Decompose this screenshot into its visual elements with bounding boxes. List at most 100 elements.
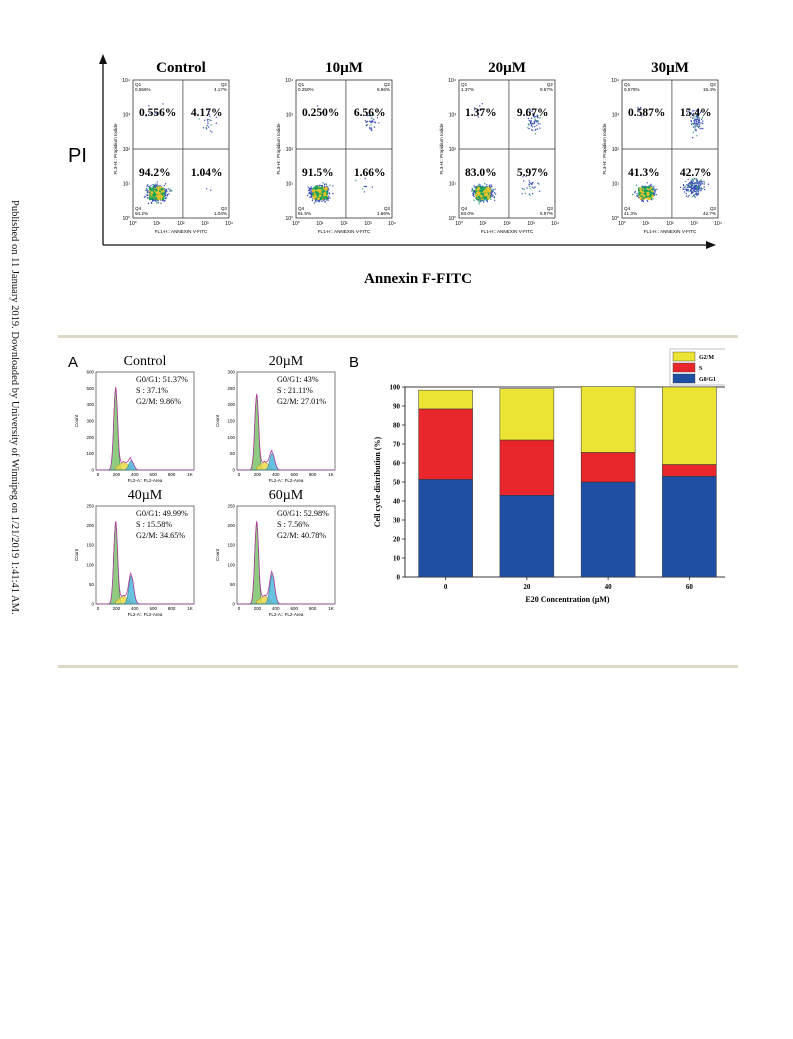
histogram-x-tick: 0 [97, 472, 100, 477]
flow-event-dot [693, 187, 695, 189]
histogram-x-tick: 1K [328, 472, 334, 477]
flow-event-dot [477, 199, 479, 201]
flow-event-dot [206, 119, 209, 121]
quad-name-q3: Q3 [384, 206, 391, 211]
flow-x-axis-title: FL1-H:: ANNEXIN V-FITC [644, 229, 697, 234]
flow-event-dot [531, 126, 534, 128]
flow-event-dot [206, 188, 208, 190]
flow-event-dot [699, 122, 701, 124]
histogram-y-tick: 0 [232, 468, 235, 473]
flow-event-dot [528, 183, 530, 185]
flow-event-dot [699, 111, 702, 114]
flow-event-dot [474, 193, 478, 197]
bar-segment-g2m [580, 386, 636, 453]
flow-event-dot [690, 123, 693, 126]
flow-event-dot [689, 186, 691, 189]
flow-event-dot [689, 182, 691, 185]
flow-event-dot [145, 189, 147, 192]
quad-value-q4: 83.0% [465, 167, 497, 179]
flow-event-dot [641, 185, 643, 187]
flow-event-dot [695, 188, 698, 190]
flow-event-dot [148, 105, 150, 107]
bar-segment-g0g1 [418, 479, 473, 578]
flow-event-dot [533, 121, 535, 123]
bar-y-tick-label: 100 [390, 384, 401, 392]
histogram-title: 60µM [269, 488, 304, 503]
flow-event-dot [155, 112, 158, 115]
flow-event-dot [651, 194, 654, 198]
flow-event-dot [702, 180, 704, 183]
histogram-title: 40µM [128, 488, 163, 503]
histogram-x-axis-title: FL2-A:: FL2-Area [269, 478, 304, 483]
quad-name-q4: Q4 [135, 206, 142, 211]
histogram-y-tick: 500 [86, 386, 94, 391]
quad-name-q1: Q1 [461, 82, 468, 87]
flow-y-tick: 10⁴ [611, 78, 619, 84]
flow-event-dot [530, 122, 532, 125]
flow-event-dot [527, 127, 529, 129]
histogram-title: 20µM [269, 354, 304, 369]
flow-event-dot [697, 119, 700, 121]
flow-x-axis-title: FL1-H:: ANNEXIN V-FITC [481, 229, 534, 234]
flow-event-dot [480, 192, 483, 195]
flow-event-dot [696, 125, 698, 127]
flow-event-dot [694, 190, 696, 193]
quad-small-q1: 0.556% [135, 87, 151, 92]
quad-small-q3: 1.04% [214, 211, 227, 216]
flow-event-dot [494, 188, 496, 190]
flow-event-dot [308, 188, 311, 190]
apoptosis-figure: PI Annexin F-FITC ControlQ10.556%Q24.17%… [68, 54, 722, 287]
flow-event-dot [162, 103, 164, 105]
flow-event-dot [149, 112, 151, 115]
flow-event-dot [371, 114, 373, 117]
flow-event-dot [695, 120, 697, 122]
flow-event-dot [479, 108, 481, 111]
flow-event-dot [695, 182, 697, 184]
flow-event-dot [699, 180, 701, 183]
flow-y-tick: 10° [122, 216, 130, 222]
flow-event-dot [316, 188, 320, 192]
flow-event-dot [534, 129, 536, 131]
histogram-y-tick: 100 [86, 562, 94, 567]
flow-event-dot [143, 196, 146, 198]
stat-g0g1: G0/G1: 49.99% [136, 509, 188, 518]
flow-event-dot [641, 199, 643, 201]
quad-value-q4: 94.2% [139, 167, 171, 179]
flow-event-dot [362, 188, 364, 190]
flow-event-dot [164, 188, 166, 190]
flow-event-dot [490, 191, 493, 194]
flow-y-tick: 10¹ [612, 182, 620, 188]
flow-event-dot [529, 194, 531, 196]
flow-event-dot [321, 190, 325, 194]
flow-y-tick: 10³ [286, 113, 294, 119]
quad-small-q3: 1.66% [377, 211, 390, 216]
quad-value-q1: 0.250% [302, 107, 339, 119]
flow-event-dot [698, 185, 700, 187]
flow-event-dot [691, 184, 693, 187]
flow-event-dot [644, 192, 647, 195]
flow-event-dot [648, 189, 652, 193]
flow-event-dot [532, 114, 534, 116]
flow-event-dot [363, 191, 366, 193]
flow-event-dot [639, 109, 641, 111]
histogram-x-tick: 800 [309, 472, 317, 477]
flow-event-dot [695, 178, 697, 181]
flow-event-dot [154, 112, 156, 114]
flow-event-dot [692, 126, 695, 128]
flow-event-dot [149, 186, 151, 188]
flow-event-dot [696, 116, 698, 118]
flow-event-dot [363, 185, 365, 188]
flow-event-dot [150, 202, 153, 204]
flow-event-dot [313, 202, 315, 204]
flow-y-axis-title: FL3-H:: Propidium Iodide [439, 123, 444, 175]
flow-y-tick: 10² [286, 147, 294, 153]
flow-event-dot [538, 190, 541, 192]
quad-small-q4: 91.5% [298, 211, 311, 216]
flow-event-dot [694, 186, 696, 188]
flow-event-dot [526, 187, 528, 189]
flow-event-dot [693, 117, 695, 119]
flow-event-dot [145, 115, 147, 117]
flow-event-dot [693, 110, 695, 112]
flow-event-dot [696, 118, 698, 120]
flow-x-tick: 10° [455, 221, 463, 227]
